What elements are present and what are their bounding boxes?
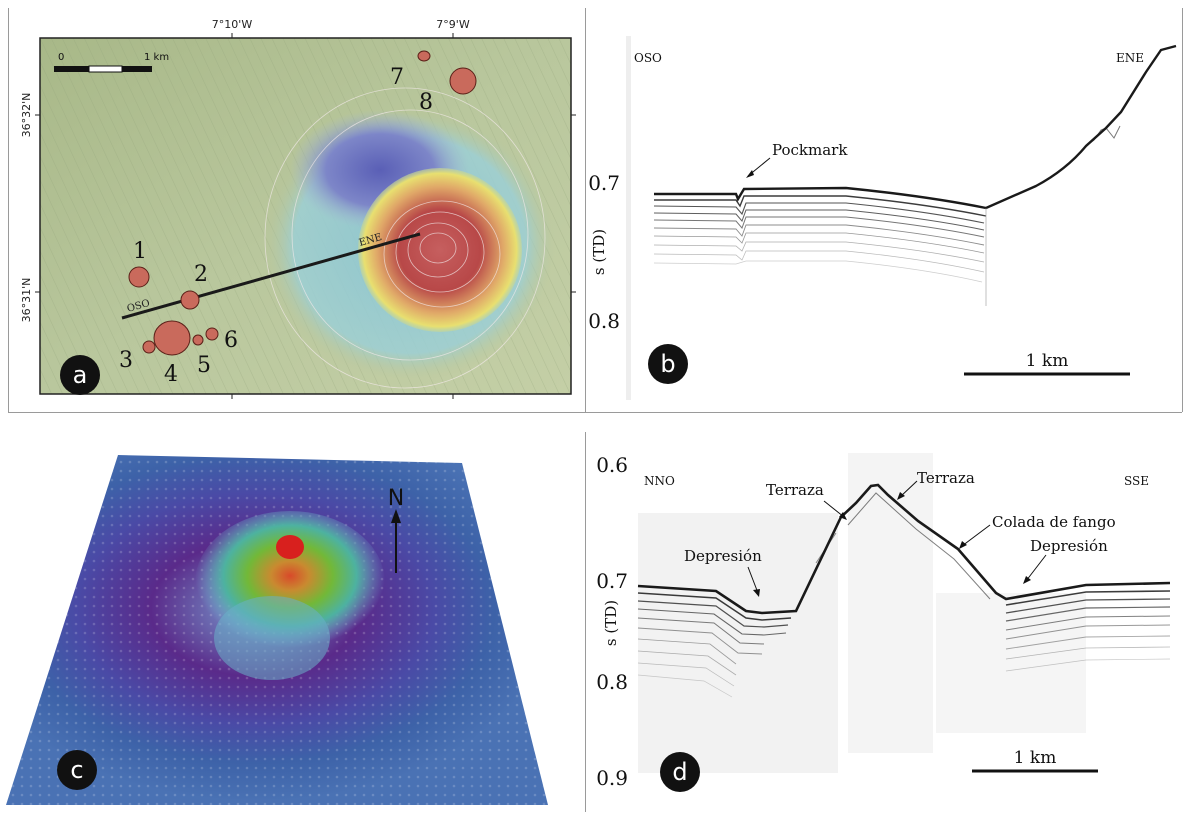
annotation-colada-de-fango: Colada de fango <box>992 513 1116 531</box>
panel-b-letter: b <box>660 350 675 378</box>
scale-zero: 0 <box>58 52 64 63</box>
seismic-profile-line <box>121 232 421 320</box>
pockmark-label-2: 2 <box>194 262 208 287</box>
pockmark-label-8: 8 <box>419 90 433 115</box>
panel-b-right-label: ENE <box>1116 51 1144 65</box>
panel-d-ytick-0.8: 0.8 <box>596 670 628 694</box>
pockmark-1 <box>128 266 150 288</box>
panel-d-left-label: NNO <box>644 474 675 488</box>
panel-b-ytick-0.8: 0.8 <box>588 309 620 333</box>
panel-a-badge <box>60 355 100 395</box>
panel-d-ytick-0.7: 0.7 <box>596 569 628 593</box>
pockmark-label-6: 6 <box>224 328 238 353</box>
annotation-depresion-left: Depresión <box>684 547 762 565</box>
panel-a-letter: a <box>73 361 88 389</box>
pockmark-label-7: 7 <box>390 65 404 90</box>
panel-d-svg: NNO SSE Terraza Terraza Colada de fango … <box>596 453 1171 809</box>
pockmark-4 <box>153 320 191 356</box>
panel-d-scale-label: 1 km <box>1014 748 1057 768</box>
panel-d-reflectors <box>637 483 1171 698</box>
panel-d-right-label: SSE <box>1124 474 1149 488</box>
pockmark-label-4: 4 <box>164 362 178 387</box>
bathymetric-contours <box>264 87 546 389</box>
vertical-divider-bottom <box>585 432 586 812</box>
pockmark-8 <box>449 67 477 95</box>
pockmark-label-5: 5 <box>197 353 211 378</box>
panel-c-badge <box>57 750 97 790</box>
annotation-depresion-right: Depresión <box>1030 537 1108 555</box>
panel-b-reflectors <box>653 44 1177 283</box>
pockmark-3 <box>142 340 156 354</box>
mud-volcano-summit <box>358 168 522 332</box>
pockmark-2 <box>180 290 200 310</box>
panel-b-badge <box>648 344 688 384</box>
panel-d-ytick-0.6: 0.6 <box>596 453 628 477</box>
annotation-terraza-left: Terraza <box>766 481 824 499</box>
map-scale-bar <box>54 65 152 73</box>
panel-d-seismic: NNO SSE Terraza Terraza Colada de fango … <box>586 413 1182 814</box>
annotation-terraza-right: Terraza <box>917 469 975 487</box>
panel-b-seismic: OSO ENE Pockmark 0.7 0.8 s (TD) 1 km b <box>586 0 1182 412</box>
north-label: N <box>388 486 404 511</box>
panel-c-3d: N c <box>0 413 585 814</box>
panel-c-letter: c <box>70 756 83 784</box>
pockmark-7 <box>417 50 431 62</box>
pockmark-label-3: 3 <box>119 348 133 373</box>
lat-label-1: 36°32'N <box>20 93 33 138</box>
panel-a-map: 7°10'W 7°9'W 36°32'N 36°31'N 0 1 km OSO … <box>0 0 585 412</box>
lon-label-1: 7°10'W <box>212 18 253 31</box>
mud-volcano-3d-summit <box>276 535 304 559</box>
panel-d-badge <box>660 752 700 792</box>
panel-a-svg: 7°10'W 7°9'W 36°32'N 36°31'N 0 1 km OSO … <box>20 18 576 399</box>
panel-b-svg: OSO ENE Pockmark 0.7 0.8 s (TD) 1 km b <box>588 36 1177 400</box>
vertical-divider-top <box>585 8 586 412</box>
panel-d-y-axis-label: s (TD) <box>602 600 620 646</box>
panel-d-ytick-0.9: 0.9 <box>596 766 628 790</box>
pockmark-5 <box>192 334 204 346</box>
right-border <box>1182 8 1183 412</box>
panel-c-svg: N c <box>6 455 548 805</box>
panel-b-y-axis-label: s (TD) <box>590 229 608 275</box>
panel-d-letter: d <box>672 758 687 786</box>
pockmark-6 <box>205 327 219 341</box>
left-border <box>8 8 9 412</box>
lat-label-2: 36°31'N <box>20 278 33 323</box>
scale-1km: 1 km <box>144 52 169 63</box>
pockmark-annotation: Pockmark <box>772 141 848 159</box>
map-frame <box>39 37 572 395</box>
panel-b-scale-label: 1 km <box>1026 351 1069 371</box>
panel-b-plot-area <box>626 36 1166 400</box>
lon-label-2: 7°9'W <box>436 18 470 31</box>
horizontal-divider <box>8 412 1182 413</box>
coordinate-ticks <box>35 33 576 399</box>
panel-b-ytick-0.7: 0.7 <box>588 171 620 195</box>
panel-b-left-label: OSO <box>634 51 662 65</box>
pockmark-label-1: 1 <box>133 239 147 264</box>
pockmarks <box>128 50 477 356</box>
